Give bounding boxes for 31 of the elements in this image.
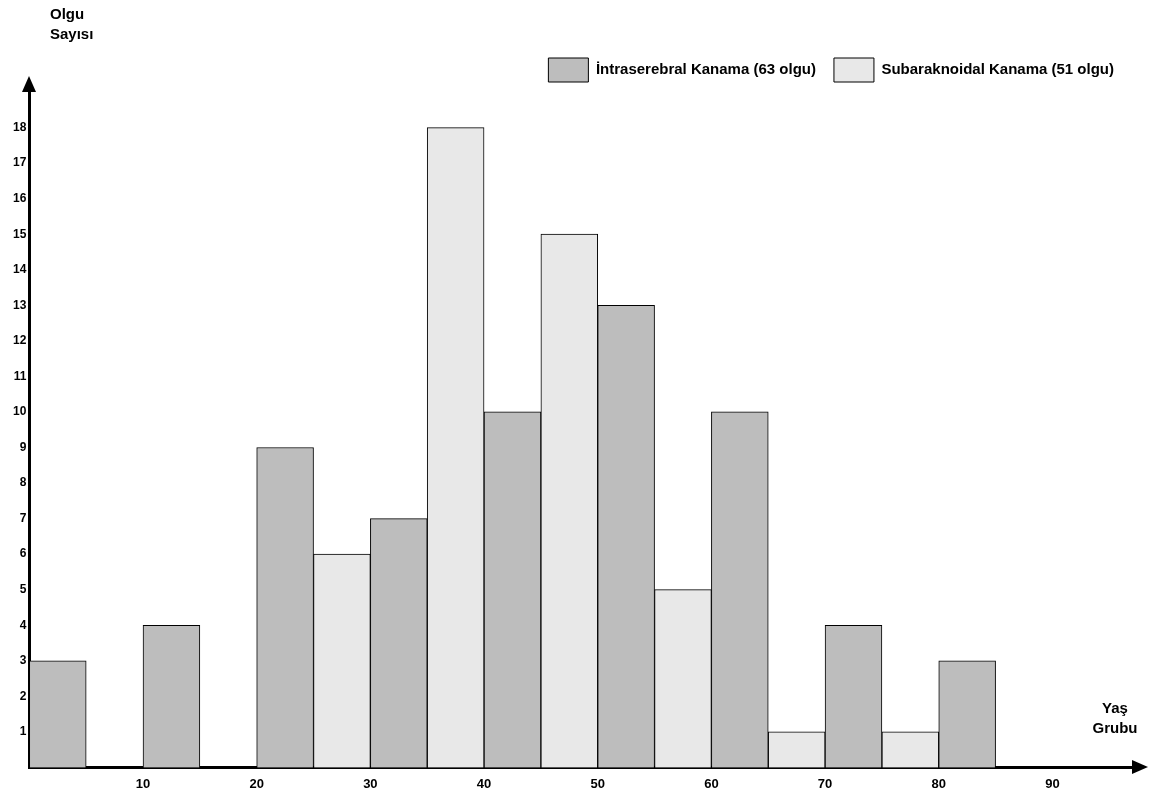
y-tick-label: 11: [13, 368, 27, 383]
x-tick-label: 70: [817, 775, 833, 791]
y-tick-label: 15: [12, 226, 27, 241]
y-tick-label: 4: [19, 617, 27, 632]
y-tick-label: 18: [12, 119, 27, 134]
y-tick-label: 7: [19, 510, 27, 525]
y-tick-label: 9: [19, 439, 27, 454]
y-tick-label: 6: [19, 546, 27, 561]
y-tick-label: 12: [12, 333, 27, 348]
y-tick-label: 13: [12, 297, 27, 312]
x-tick-label: 10: [135, 775, 151, 791]
x-tick-label: 50: [590, 775, 605, 791]
y-tick-label: 2: [19, 688, 27, 703]
legend-label: Subaraknoidal Kanama (51 olgu): [881, 60, 1115, 78]
x-tick-label: 60: [704, 775, 719, 791]
x-tick-label: 40: [476, 775, 492, 791]
y-tick-label: 14: [12, 262, 27, 277]
y-tick-label: 8: [19, 475, 27, 490]
y-tick-label: 10: [12, 404, 27, 419]
legend-label: İntraserebral Kanama (63 olgu): [595, 60, 816, 78]
x-tick-label: 30: [363, 775, 378, 791]
x-tick-label: 80: [931, 775, 946, 791]
y-tick-label: 16: [12, 190, 27, 205]
y-tick-label: 3: [19, 653, 27, 668]
x-tick-label: 20: [249, 775, 264, 791]
y-tick-label: 17: [12, 155, 27, 170]
y-tick-label: 1: [19, 724, 27, 739]
x-tick-label: 90: [1045, 775, 1060, 791]
y-tick-label: 5: [19, 581, 27, 596]
x-axis-title: Yaş Grubu: [1091, 698, 1139, 738]
y-axis-title: Olgu Sayısı: [50, 4, 95, 44]
